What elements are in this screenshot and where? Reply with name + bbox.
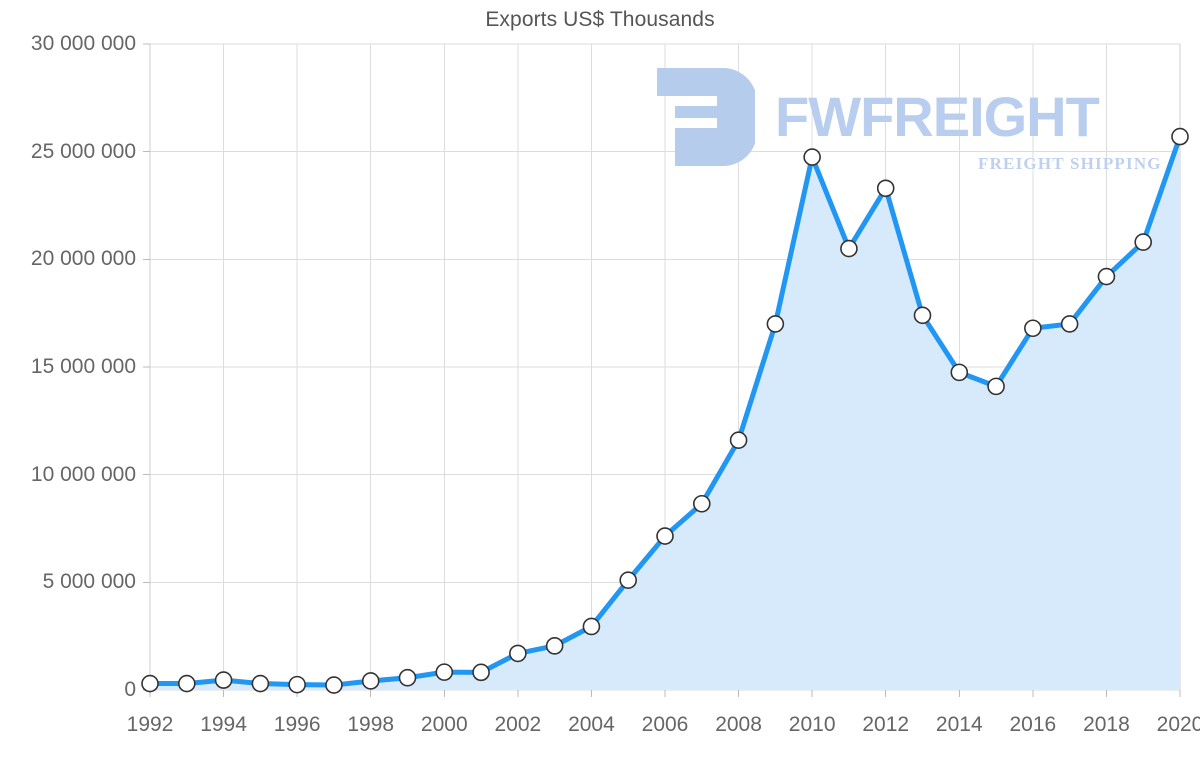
area-fill xyxy=(150,136,1180,691)
data-point-marker[interactable] xyxy=(435,663,454,681)
data-point-marker[interactable] xyxy=(545,637,564,655)
data-point-marker[interactable] xyxy=(619,571,638,589)
data-point-marker[interactable] xyxy=(214,671,233,689)
data-point-marker[interactable] xyxy=(177,674,196,693)
y-axis-tick-label: 30 000 000 xyxy=(30,32,136,55)
data-point-marker[interactable] xyxy=(251,674,270,693)
data-point-marker[interactable] xyxy=(1134,233,1153,251)
y-axis-tick-label: 0 xyxy=(124,678,136,701)
data-point-marker[interactable] xyxy=(656,527,674,545)
data-point-marker[interactable] xyxy=(1097,267,1116,286)
data-point-marker[interactable] xyxy=(472,663,490,682)
data-point-marker[interactable] xyxy=(729,431,748,450)
x-axis-tick-label: 2008 xyxy=(715,713,762,736)
x-axis-tick-label: 2004 xyxy=(568,713,615,736)
data-point-marker[interactable] xyxy=(840,239,858,258)
data-point-marker[interactable] xyxy=(141,674,159,693)
x-axis-tick-label: 2014 xyxy=(935,713,983,736)
data-point-markers xyxy=(141,127,1189,694)
data-point-marker[interactable] xyxy=(1060,315,1079,333)
data-point-marker[interactable] xyxy=(950,363,969,382)
data-point-marker[interactable] xyxy=(1171,127,1189,146)
data-point-marker[interactable] xyxy=(325,676,343,694)
x-axis-tick-label: 2010 xyxy=(788,713,836,736)
x-axis-tick-label: 2012 xyxy=(862,713,910,736)
x-axis-tick-label: 2018 xyxy=(1083,713,1130,736)
x-axis-tick-label: 1998 xyxy=(347,713,395,736)
data-point-marker[interactable] xyxy=(288,675,306,694)
x-axis-tick-label: 2006 xyxy=(641,713,689,736)
y-axis-tick-label: 20 000 000 xyxy=(30,247,136,271)
x-axis-tick-label: 1992 xyxy=(126,713,174,736)
y-axis-tick-label: 15 000 000 xyxy=(30,355,136,378)
x-axis-tick-label: 2002 xyxy=(494,713,542,736)
data-point-marker[interactable] xyxy=(766,315,785,333)
y-axis-tick-label: 10 000 000 xyxy=(30,462,136,486)
x-axis-tick-label: 2000 xyxy=(420,713,468,736)
x-axis-tick-label: 2020 xyxy=(1156,713,1200,736)
data-point-marker[interactable] xyxy=(1024,319,1042,338)
data-point-marker[interactable] xyxy=(398,668,417,687)
x-axis-tick-label: 1994 xyxy=(200,713,247,736)
data-point-marker[interactable] xyxy=(582,617,601,636)
data-point-marker[interactable] xyxy=(913,306,932,325)
x-axis-tick-label: 2016 xyxy=(1009,713,1057,736)
data-point-marker[interactable] xyxy=(509,644,527,663)
data-point-marker[interactable] xyxy=(876,179,895,198)
y-axis-tick-label: 5 000 000 xyxy=(42,570,136,594)
chart-title: Exports US$ Thousands xyxy=(485,8,715,31)
data-point-marker[interactable] xyxy=(692,494,711,513)
data-point-marker[interactable] xyxy=(361,672,380,690)
x-axis-tick-label: 1996 xyxy=(273,713,321,736)
y-axis-tick-label: 25 000 000 xyxy=(30,139,136,163)
data-point-marker[interactable] xyxy=(803,148,821,166)
data-point-marker[interactable] xyxy=(987,377,1005,396)
